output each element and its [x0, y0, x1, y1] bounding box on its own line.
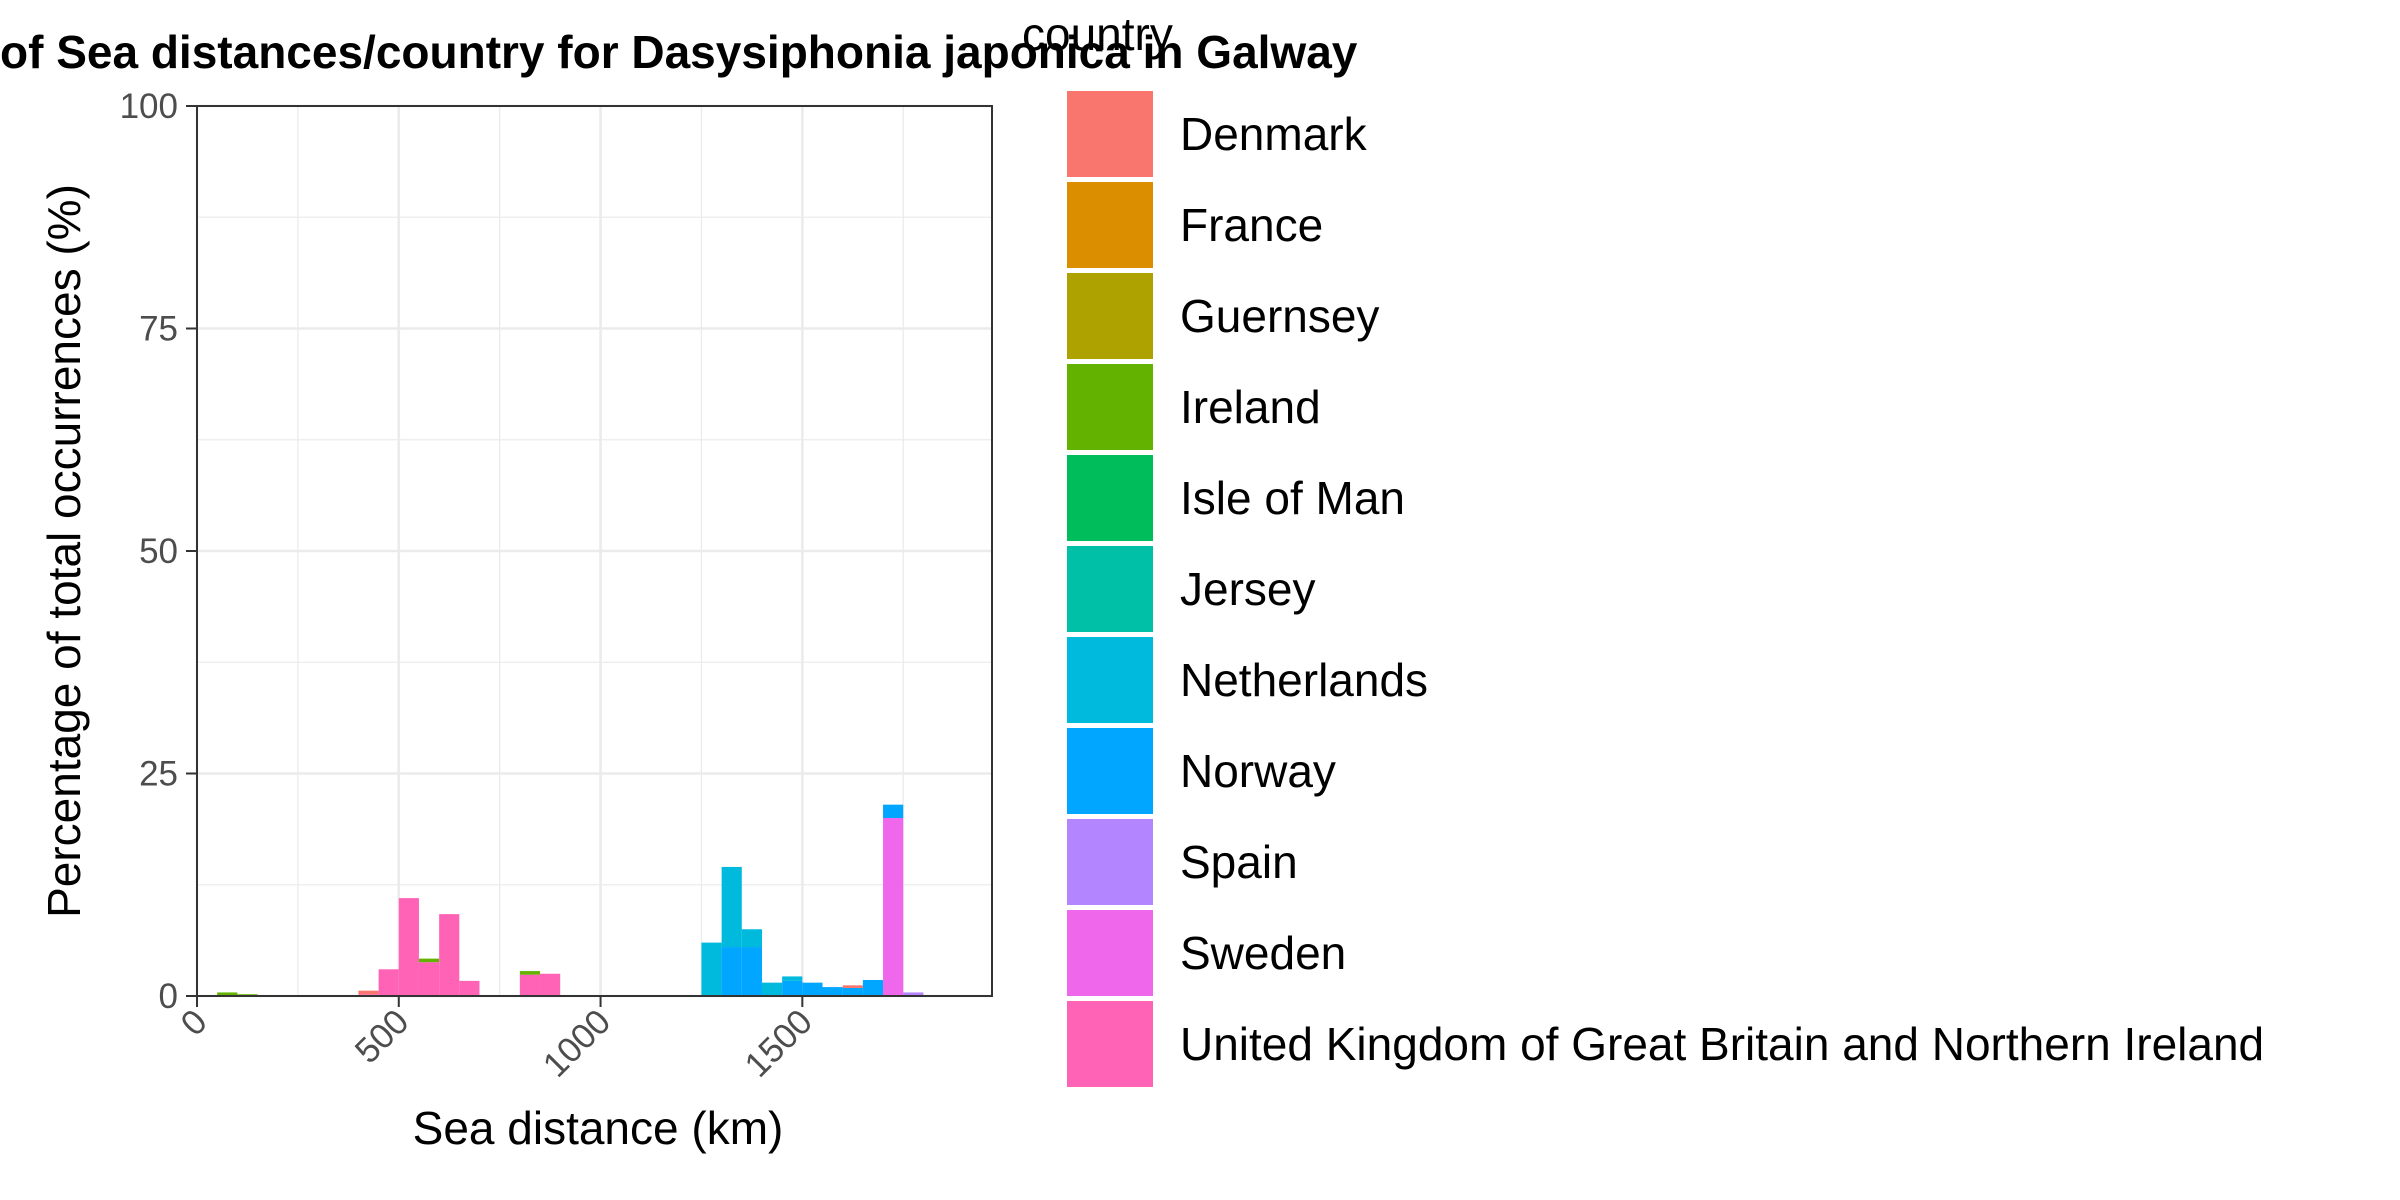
bar-norway	[842, 987, 863, 996]
legend-key-ireland	[1067, 364, 1153, 450]
bar-netherlands	[761, 982, 783, 996]
legend-key-isle-of-man	[1067, 455, 1153, 541]
bar-norway	[862, 979, 884, 996]
legend-key-france	[1067, 182, 1153, 268]
plot-panel	[195, 104, 993, 998]
legend-label-netherlands: Netherlands	[1180, 654, 1428, 706]
bar-denmark	[842, 985, 863, 988]
bar-ireland	[418, 958, 440, 963]
bar-norway	[802, 982, 823, 996]
bar-united-kingdom-of-great-britain-and-northern-ireland	[398, 898, 419, 996]
legend-label-sweden: Sweden	[1180, 927, 1346, 979]
bar-united-kingdom-of-great-britain-and-northern-ireland	[378, 969, 399, 996]
chart-title: of Sea distances/country for Dasysiphoni…	[0, 26, 1358, 78]
y-tick-label: 100	[120, 87, 178, 126]
legend-title: country	[1022, 8, 1173, 60]
legend-label-norway: Norway	[1180, 745, 1336, 797]
bar-norway	[741, 947, 762, 996]
y-tick-label: 50	[139, 532, 178, 571]
bar-ireland	[519, 971, 541, 975]
legend-label-jersey: Jersey	[1180, 563, 1315, 615]
legend-key-norway	[1067, 728, 1153, 814]
bar-united-kingdom-of-great-britain-and-northern-ireland	[540, 973, 561, 996]
bar-norway	[883, 804, 904, 818]
bar-netherlands	[782, 976, 803, 981]
x-axis-title: Sea distance (km)	[413, 1102, 784, 1154]
legend-items: Denmark France Guernsey Ireland Isle of Man J…	[1067, 91, 2264, 1087]
legend-label-isle-of-man: Isle of Man	[1180, 472, 1405, 524]
legend-key-spain	[1067, 819, 1153, 905]
bar-netherlands	[741, 929, 762, 948]
bar-netherlands	[701, 942, 722, 996]
legend-key-jersey	[1067, 546, 1153, 632]
legend-label-united-kingdom-of-great-britain-and-northern-ireland: United Kingdom of Great Britain and Nort…	[1180, 1018, 2264, 1070]
y-axis-title: Percentage of total occurrences (%)	[38, 184, 90, 918]
legend: country Denmark France Guernsey Ireland Isle…	[1022, 8, 2264, 1087]
bar-united-kingdom-of-great-britain-and-northern-ireland	[418, 962, 440, 996]
bar-united-kingdom-of-great-britain-and-northern-ireland	[459, 980, 480, 996]
legend-label-ireland: Ireland	[1180, 381, 1321, 433]
y-axis: 0 25 50 75 100	[120, 87, 197, 1016]
bar-united-kingdom-of-great-britain-and-northern-ireland	[519, 974, 541, 996]
legend-key-guernsey	[1067, 273, 1153, 359]
legend-key-sweden	[1067, 910, 1153, 996]
histogram-bars	[217, 804, 924, 996]
legend-key-denmark	[1067, 91, 1153, 177]
bar-spain	[903, 992, 924, 996]
bar-sweden	[883, 818, 904, 996]
legend-key-netherlands	[1067, 637, 1153, 723]
bar-norway	[721, 947, 742, 996]
legend-label-spain: Spain	[1180, 836, 1298, 888]
bar-norway	[822, 987, 843, 996]
y-tick-label: 0	[159, 977, 178, 1016]
legend-key-united-kingdom-of-great-britain-and-northern-ireland	[1067, 1001, 1153, 1087]
bar-norway	[782, 980, 803, 996]
bar-ireland	[217, 992, 238, 996]
legend-label-france: France	[1180, 199, 1323, 251]
bar-united-kingdom-of-great-britain-and-northern-ireland	[439, 914, 460, 996]
bar-netherlands	[721, 866, 742, 948]
bar-denmark	[358, 990, 379, 995]
legend-label-denmark: Denmark	[1180, 108, 1368, 160]
y-tick-label: 75	[139, 310, 178, 349]
y-tick-label: 25	[139, 755, 178, 794]
legend-label-guernsey: Guernsey	[1180, 290, 1379, 342]
